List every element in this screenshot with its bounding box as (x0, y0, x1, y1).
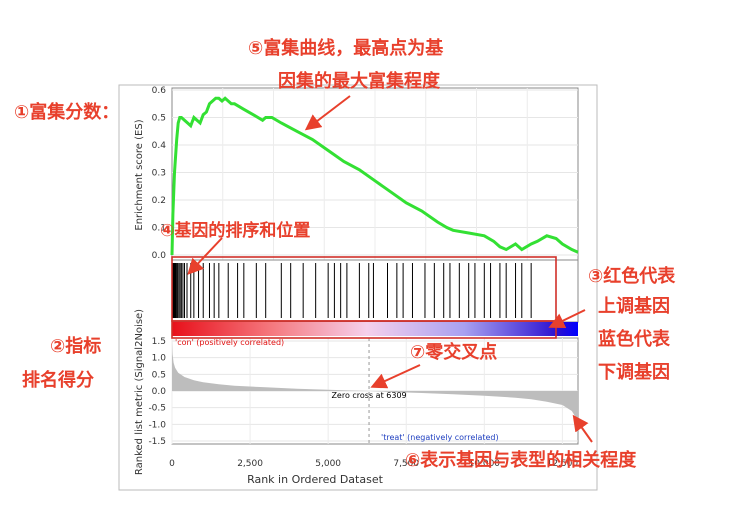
es-y-tick-label: 0.4 (152, 141, 167, 151)
annotation-ranking-metric-2: 排名得分 (22, 369, 94, 391)
es-y-tick-label: 0.2 (152, 196, 166, 206)
arrow-zero-cross (370, 364, 421, 389)
rank-y-tick-label: -1.5 (148, 437, 166, 447)
arrow-gene-order (187, 237, 223, 275)
es-y-tick-label: 0.0 (152, 251, 167, 261)
zero-cross-label: Zero cross at 6309 (331, 391, 406, 400)
hits (172, 263, 532, 318)
heatmap-strip (172, 322, 578, 336)
rank-y-tick-label: -0.5 (148, 404, 166, 414)
rank-y-tick-label: 0.0 (152, 387, 167, 397)
annotation-ranking-metric-1: ②指标 (50, 335, 101, 357)
annotation-enrichment-score: ①富集分数： (14, 101, 119, 123)
annotation-gene-order: ④基因的排序和位置 (160, 220, 310, 241)
annotation-zero-cross: ⑦零交叉点 (410, 341, 497, 363)
hits-panel (171, 259, 579, 323)
positive-correlation-label: 'con' (positively correlated) (175, 338, 284, 347)
heatmap-highlight-box (171, 320, 557, 339)
arrow-correlation (572, 414, 593, 443)
arrow-curve (304, 95, 351, 131)
rank-y-tick-label: 0.5 (152, 370, 166, 380)
annotation-up-down-1: ③红色代表 (588, 265, 676, 287)
rank-y-axis-label: Ranked list metric (Signal2Noise) (134, 309, 145, 475)
annotation-up-down-4: 下调基因 (598, 361, 670, 383)
es-grid (172, 88, 578, 260)
rank-y-tick-label: 1.0 (152, 354, 167, 364)
es-y-ticks: 0.6 0.5 0.4 0.3 0.2 0.1 0.0 (152, 86, 167, 261)
rank-x-tick-label: 0 (169, 459, 175, 469)
rank-x-tick-label: 10,000 (469, 459, 501, 469)
rank-y-tick-label: 1.5 (152, 337, 166, 347)
annotation-up-down-2: 上调基因 (598, 295, 670, 317)
es-y-tick-label: 0.6 (152, 86, 167, 96)
annotation-up-down-3: 蓝色代表 (598, 328, 671, 350)
negative-correlation-label: 'treat' (negatively correlated) (381, 433, 499, 442)
rank-y-tick-label: -1.0 (148, 420, 166, 430)
es-curve (170, 96, 579, 256)
es-y-tick-label: 0.3 (152, 169, 166, 179)
rank-x-tick-label: 5,000 (315, 459, 341, 469)
es-y-axis-label: Enrichment score (ES) (134, 119, 145, 230)
annotation-curve-1: ⑤富集曲线，最高点为基 (248, 37, 444, 59)
rank-x-axis-label: Rank in Ordered Dataset (247, 473, 384, 486)
annotation-correlation: ⑥表示基因与表型的相关程度 (405, 449, 637, 471)
rank-x-tick-label: 2,500 (237, 459, 263, 469)
es-y-tick-label: 0.1 (152, 224, 166, 234)
rank-y-ticks: 1.5 1.0 0.5 0.0 -0.5 -1.0 -1.5 (148, 337, 166, 447)
arrow-up-down (548, 309, 586, 328)
rank-x-tick-label: 7,500 (393, 459, 419, 469)
rank-x-ticks: 0 2,500 5,000 7,500 10,000 12,500 (169, 459, 578, 469)
rank-x-tick-label: 12,500 (547, 459, 579, 469)
annotation-curve-2: 因集的最大富集程度 (278, 70, 441, 92)
es-y-tick-label: 0.5 (152, 114, 166, 124)
